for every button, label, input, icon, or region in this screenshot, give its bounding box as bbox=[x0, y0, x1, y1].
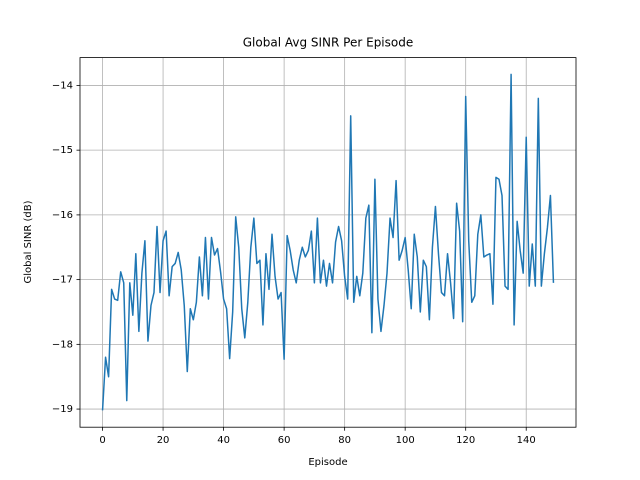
y-tick-label: −19 bbox=[52, 404, 73, 415]
x-tick-label: 100 bbox=[396, 435, 415, 446]
data-line bbox=[101, 73, 555, 411]
x-tick-label: 80 bbox=[338, 435, 351, 446]
y-tick-label: −16 bbox=[52, 210, 73, 221]
y-tick-label: −15 bbox=[52, 145, 73, 156]
y-tick-label: −14 bbox=[52, 80, 73, 91]
x-tick-label: 120 bbox=[456, 435, 475, 446]
axes-frame bbox=[79, 57, 577, 428]
x-tick-label: 60 bbox=[278, 435, 291, 446]
plot-area bbox=[101, 73, 555, 411]
x-tick-label: 0 bbox=[99, 435, 105, 446]
y-axis-label: Global SINR (dB) bbox=[23, 200, 34, 283]
y-tick-label: −18 bbox=[52, 339, 73, 350]
x-axis-label: Episode bbox=[308, 457, 347, 468]
x-tick-label: 20 bbox=[157, 435, 170, 446]
chart-title: Global Avg SINR Per Episode bbox=[243, 36, 413, 50]
x-tick-label: 40 bbox=[217, 435, 230, 446]
x-tick-label: 140 bbox=[517, 435, 536, 446]
y-tick-label: −17 bbox=[52, 275, 73, 286]
